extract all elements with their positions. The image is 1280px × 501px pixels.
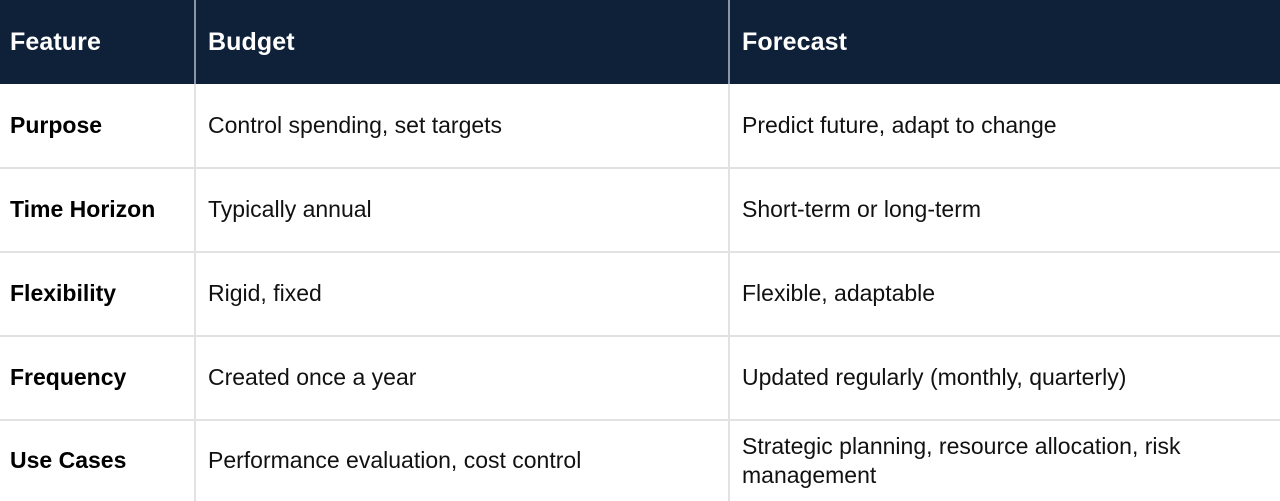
table-row: Flexibility Rigid, fixed Flexible, adapt… (0, 252, 1280, 336)
cell-budget: Control spending, set targets (195, 84, 730, 168)
cell-budget: Created once a year (195, 336, 730, 420)
cell-forecast: Predict future, adapt to change (742, 111, 1057, 138)
table-row: Use Cases Performance evaluation, cost c… (0, 420, 1280, 501)
column-header-feature: Feature (0, 0, 196, 84)
column-header-budget: Budget (195, 0, 730, 84)
table-row: Time Horizon Typically annual Short-term… (0, 168, 1280, 252)
table-header: Feature Budget Forecast (0, 0, 1280, 84)
cell-forecast: Flexible, adaptable (742, 280, 936, 307)
cell-budget: Typically annual (195, 168, 730, 252)
table-header-row: Feature Budget Forecast (0, 0, 1280, 84)
cell-forecast: Strategic planning, resource allocation,… (742, 432, 1181, 488)
cell-budget: Rigid, fixed (195, 252, 730, 336)
table-body: Purpose Control spending, set targets Pr… (0, 84, 1280, 501)
cell-forecast: Updated regularly (monthly, quarterly) (742, 364, 1127, 391)
column-header-forecast: Forecast (729, 0, 1280, 84)
table-row: Purpose Control spending, set targets Pr… (0, 84, 1280, 168)
cell-feature: Time Horizon (0, 168, 196, 252)
cell-feature: Purpose (0, 84, 196, 168)
cell-feature: Use Cases (0, 420, 196, 501)
cell-feature: Frequency (0, 336, 196, 420)
cell-feature: Flexibility (0, 252, 196, 336)
cell-forecast: Short-term or long-term (742, 196, 982, 223)
cell-budget: Performance evaluation, cost control (195, 420, 730, 501)
table-row: Frequency Created once a year Updated re… (0, 336, 1280, 420)
